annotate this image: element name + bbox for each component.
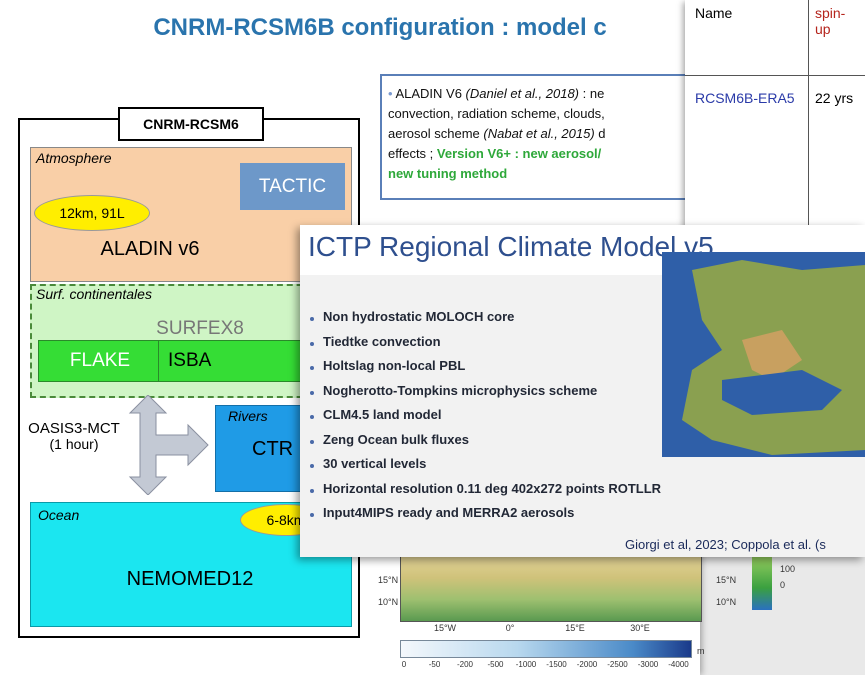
aladin-label: ALADIN v6	[100, 238, 200, 260]
text: d	[594, 126, 606, 141]
lat-label: 10°N	[378, 597, 399, 607]
bullet-text: CLM4.5 land model	[323, 407, 442, 422]
atmosphere-label: Atmosphere	[36, 150, 112, 166]
table-vline	[808, 0, 809, 300]
tactic-box: TACTIC	[240, 163, 345, 210]
ocean-label: Ocean	[38, 507, 80, 523]
surface-divider	[158, 341, 159, 381]
lat-label: 15°N	[378, 575, 399, 585]
bullet-dot	[310, 390, 314, 395]
coupling-arrows	[128, 395, 209, 495]
colorbar-unit: m	[697, 646, 705, 656]
citation: Giorgi et al, 2023; Coppola et al. (s	[625, 537, 826, 552]
table-header-cell: spin-up	[815, 5, 846, 37]
text: (Daniel et al., 2018)	[465, 86, 579, 101]
text-line: new tuning method	[388, 166, 508, 181]
bullet-text: Zeng Ocean bulk fluxes	[323, 431, 469, 447]
arrow-shape	[128, 395, 209, 495]
surface-bar	[38, 340, 347, 382]
flake-label: FLAKE	[69, 350, 131, 371]
lon-label: 15°W	[433, 623, 457, 633]
lon-label: 30°E	[630, 623, 650, 633]
bullet-text: Tiedtke convection	[323, 333, 441, 349]
rivers-label: Rivers	[228, 408, 268, 424]
lon-label: 15°E	[565, 623, 585, 633]
front-slide: ICTP Regional Climate Model v5 Non hydro…	[300, 225, 865, 557]
back-title: CNRM-RCSM6B configuration : model c	[153, 14, 607, 41]
table-cell: 22 yrs	[815, 90, 854, 106]
colorbar-label: -2500	[607, 660, 628, 669]
bullet-dot	[310, 366, 314, 370]
bullet-dot	[310, 513, 314, 517]
text: ALADIN V6	[395, 86, 466, 101]
colorbar-label: -1000	[515, 660, 537, 669]
colorbar-label: -200	[456, 660, 474, 669]
colorbar-label: -3000	[637, 660, 659, 669]
text-line: • ALADIN V6 (Daniel et al., 2018) : ne	[388, 86, 605, 101]
legend-label: 100	[780, 564, 796, 574]
text-box: • ALADIN V6 (Daniel et al., 2018) : ne c…	[380, 74, 698, 200]
bullet-text: Input4MIPS ready and MERRA2 aerosols	[323, 505, 575, 520]
text: Version V6+ : new aerosol/	[436, 146, 602, 161]
text: (Nabat et al., 2015)	[483, 126, 595, 141]
isba-label: ISBA	[168, 350, 212, 371]
table-cell: RCSM6B-ERA5	[695, 90, 795, 106]
surface-label: Surf. continentales	[36, 286, 152, 302]
lon-label: 0°	[505, 623, 515, 633]
legend-label: 0	[780, 580, 786, 590]
text: : ne	[579, 86, 605, 101]
diagram-header: CNRM-RCSM6	[118, 107, 264, 141]
front-title: ICTP Regional Climate Model v5	[308, 231, 714, 262]
map-sea	[722, 370, 842, 415]
text: aerosol scheme	[388, 126, 484, 141]
bullet-text: 30 vertical levels	[323, 456, 427, 471]
table-hline	[685, 75, 865, 76]
bullet-text: Nogherotto-Tompkins microphysics scheme	[323, 382, 598, 398]
resolution-ellipse: 12km, 91L	[34, 195, 150, 231]
bullet-dot	[310, 341, 314, 346]
bullet-text: Horizontal resolution 0.11 deg 402x272 p…	[323, 480, 662, 496]
coupling-step: (1 hour)	[49, 436, 99, 452]
colorbar-label: -1500	[546, 660, 567, 669]
nemo-label: NEMOMED12	[126, 568, 254, 590]
colorbar	[400, 640, 692, 658]
terrain-map	[400, 548, 702, 622]
ctr-label: CTR	[252, 438, 294, 460]
bullet-dot	[310, 317, 314, 321]
colorbar-label: -500	[487, 660, 504, 669]
text-line: effects ; Version V6+ : new aerosol/	[388, 144, 690, 164]
bullet-dot	[310, 415, 314, 419]
colorbar-label: -2000	[576, 660, 598, 669]
map-legend	[752, 555, 772, 610]
surfex-label: SURFEX8	[156, 318, 244, 339]
colorbar-label: -4000	[668, 660, 689, 669]
map-mountains	[742, 330, 802, 380]
text: effects ;	[388, 146, 437, 161]
coupler-label: OASIS3-MCT	[28, 420, 120, 437]
table-header-cell: Name	[695, 5, 733, 21]
colorbar-label: -50	[428, 660, 441, 669]
bullet-text: Non hydrostatic MOLOCH core	[323, 309, 515, 324]
lat-label: 10°N	[716, 597, 737, 607]
bullet-dot	[310, 439, 314, 444]
bullet-dot	[310, 488, 314, 493]
colorbar-label: 0	[401, 660, 407, 669]
text-line: convection, radiation scheme, clouds,	[388, 106, 605, 121]
bullet-text: Holtslag non-local PBL	[323, 358, 466, 373]
text-line: aerosol scheme (Nabat et al., 2015) d	[388, 124, 690, 144]
domain-map	[662, 252, 865, 457]
bullet-dot	[310, 464, 314, 468]
lat-label: 15°N	[716, 575, 737, 585]
